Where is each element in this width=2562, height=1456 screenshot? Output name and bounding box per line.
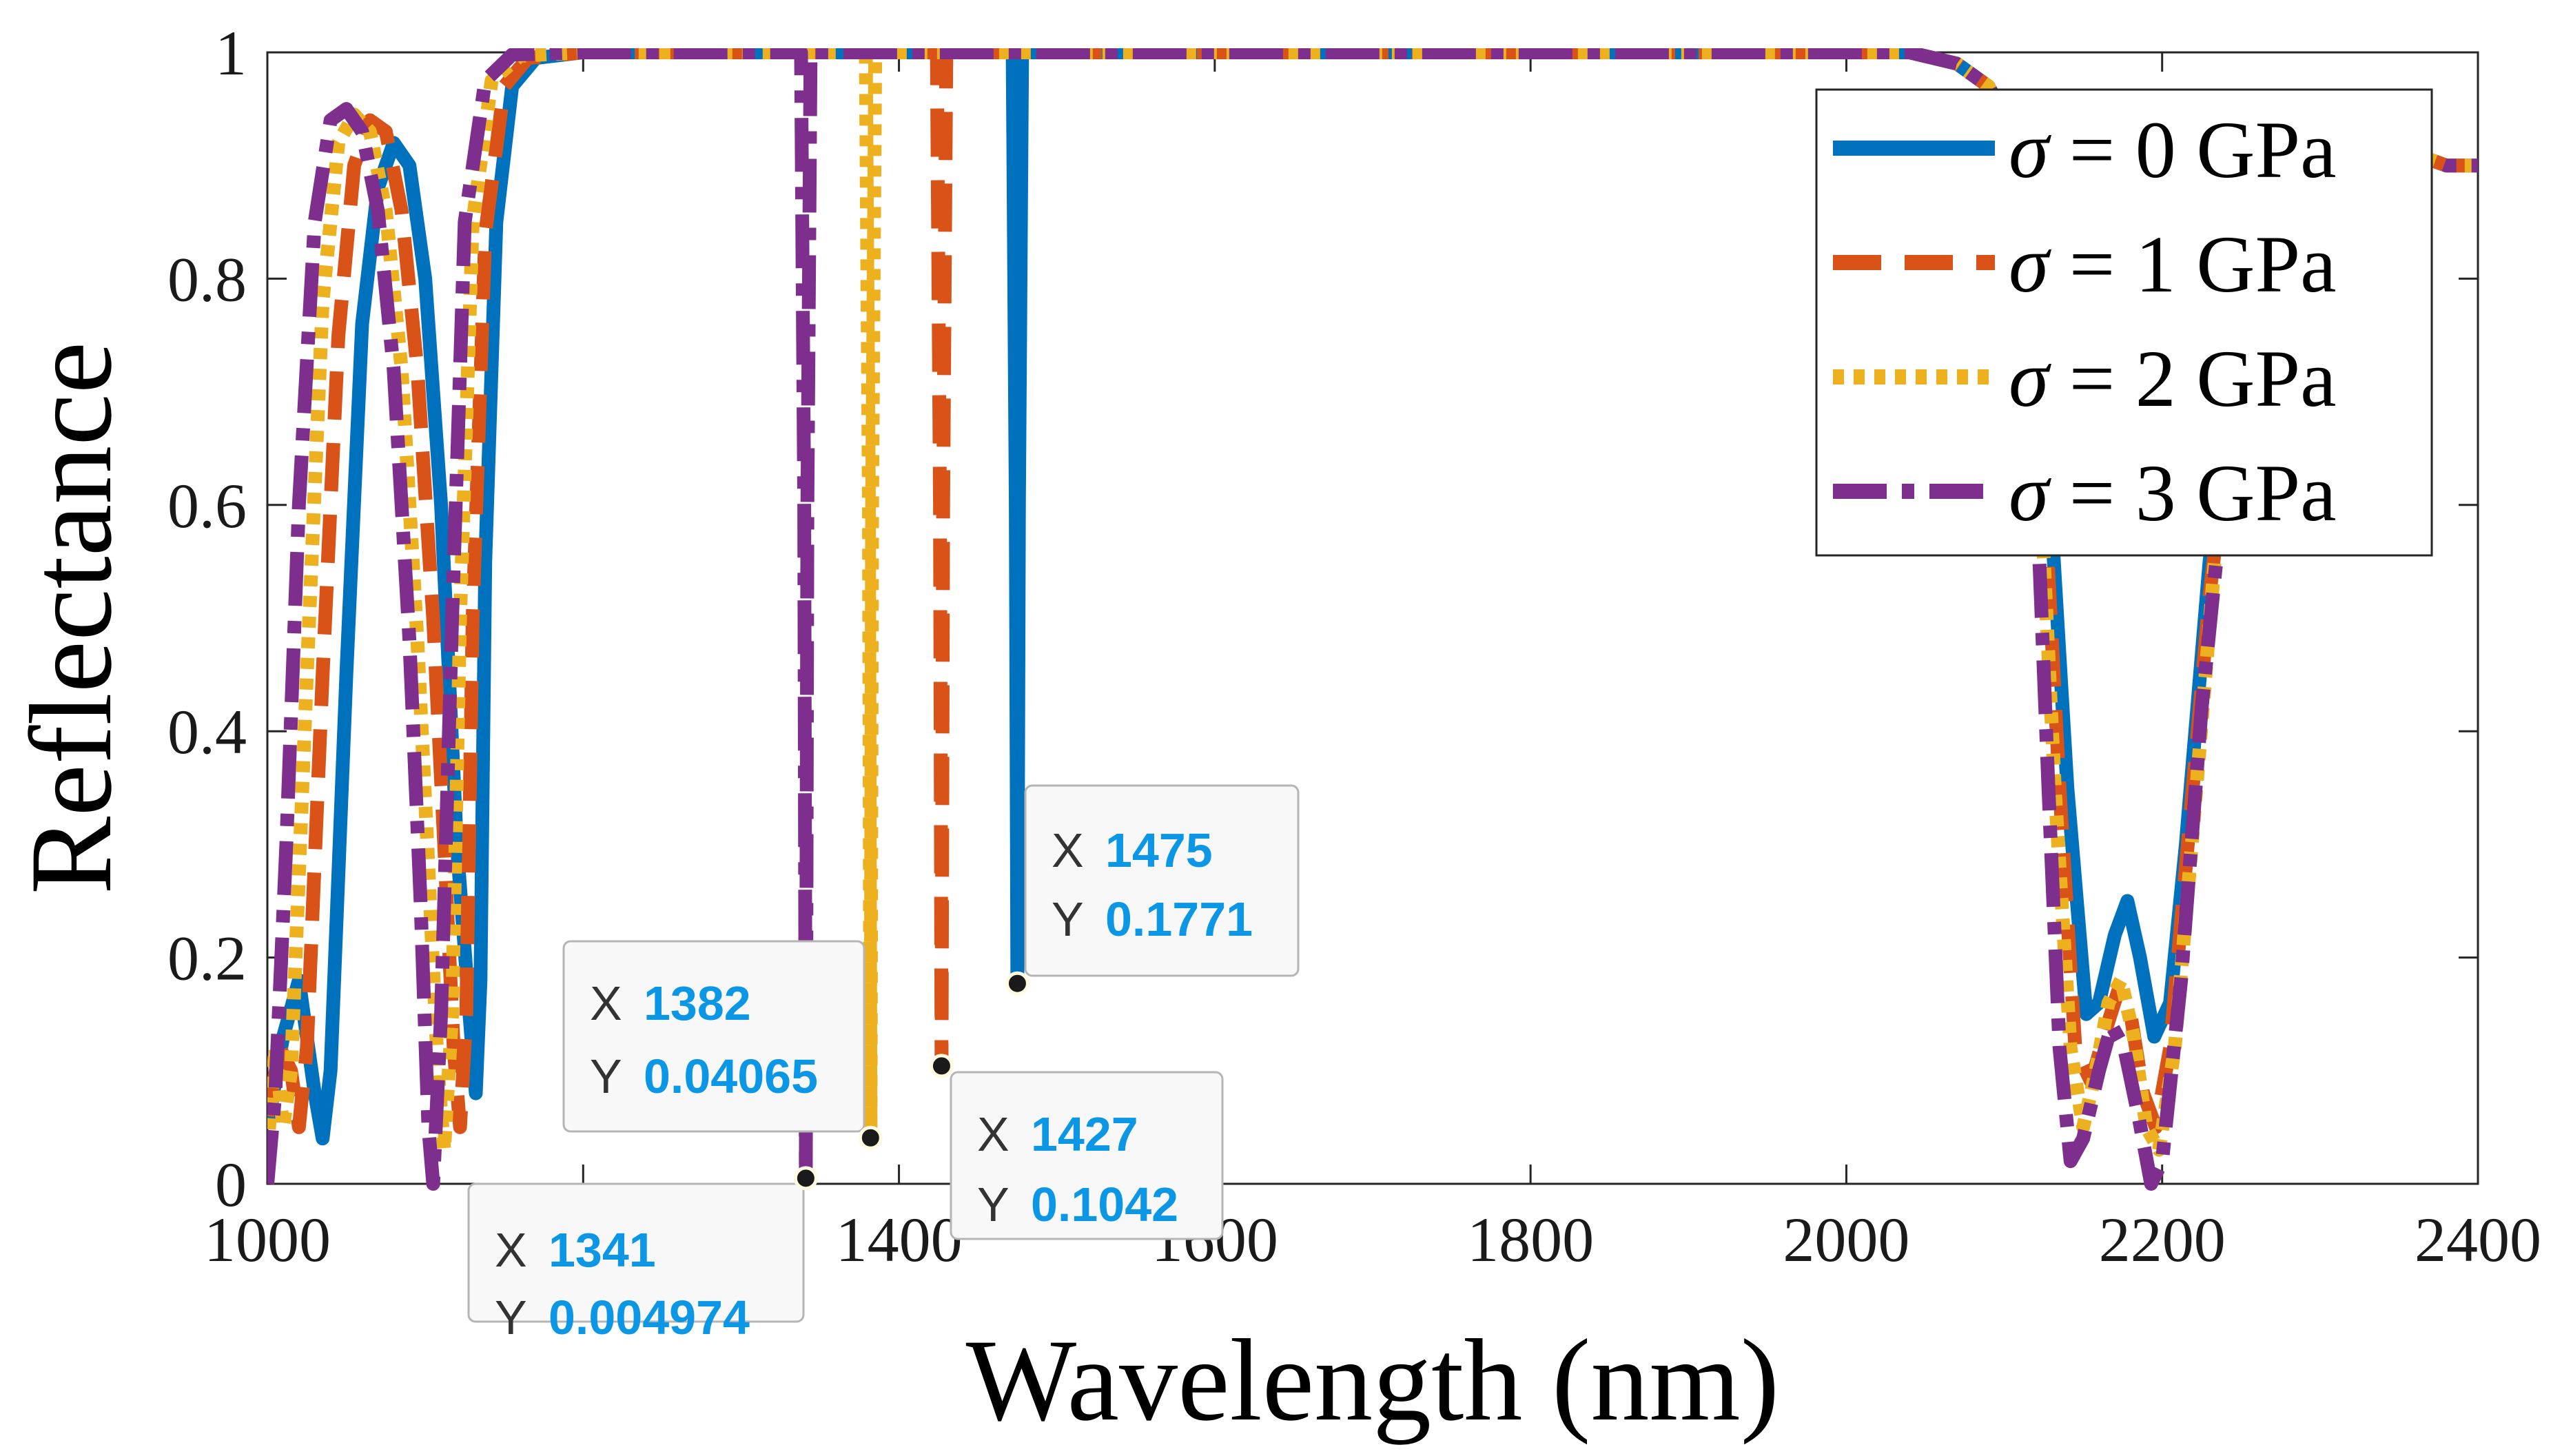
legend-label-0: σ = 0 GPa bbox=[2009, 105, 2336, 195]
y-tick-label: 0.2 bbox=[167, 923, 247, 994]
legend-sigma-2: σ bbox=[2009, 334, 2051, 424]
datatip-box bbox=[467, 1182, 805, 1323]
datatip-x-value: 1427 bbox=[1031, 1107, 1138, 1161]
datatip-x-key: X bbox=[1052, 823, 1084, 877]
plot-area bbox=[267, 48, 2478, 1191]
y-tick-label: 0.4 bbox=[167, 697, 247, 767]
datatip-box bbox=[1024, 784, 1300, 977]
datatip-x-key: X bbox=[495, 1223, 527, 1277]
datatip-1475[interactable]: X 1475 Y 0.1771 bbox=[1024, 784, 1300, 977]
datatip-x-value: 1475 bbox=[1105, 823, 1213, 877]
legend-sigma-3: σ bbox=[2009, 448, 2051, 538]
x-axis-title: Wavelength (nm) bbox=[966, 1315, 1780, 1445]
datatip-y-value: 0.04065 bbox=[644, 1049, 818, 1103]
x-tick-label: 2000 bbox=[1783, 1204, 1909, 1275]
datatip-y-value: 0.1042 bbox=[1031, 1178, 1178, 1231]
legend-value-0: = 0 GPa bbox=[2049, 105, 2336, 195]
x-tick-label: 1000 bbox=[204, 1204, 331, 1275]
datatip-1382[interactable]: X 1382 Y 0.04065 bbox=[562, 940, 865, 1133]
x-tick-label: 2200 bbox=[2099, 1204, 2226, 1275]
datatip-y-value: 0.1771 bbox=[1105, 892, 1253, 946]
legend-value-1: = 1 GPa bbox=[2049, 219, 2336, 309]
x-tick-label: 2400 bbox=[2415, 1204, 2541, 1275]
datatip-box bbox=[562, 940, 865, 1133]
datatip-marker-1[interactable] bbox=[858, 1125, 883, 1150]
legend-value-3: = 3 GPa bbox=[2049, 448, 2336, 538]
y-tick-label: 1 bbox=[215, 18, 247, 88]
datatip-box bbox=[950, 1071, 1224, 1240]
datatip-x-value: 1341 bbox=[549, 1223, 656, 1277]
legend-sigma-0: σ bbox=[2009, 105, 2051, 195]
datatip-x-value: 1382 bbox=[644, 976, 751, 1030]
datatip-y-key: Y bbox=[590, 1049, 622, 1103]
legend: σ = 0 GPa σ = 1 GPa σ = 2 GPa σ = 3 GPa bbox=[1815, 88, 2433, 557]
y-tick-label: 0.8 bbox=[167, 244, 247, 314]
datatip-marker-3[interactable] bbox=[1005, 971, 1029, 996]
datatip-markers bbox=[793, 971, 1029, 1191]
x-tick-label: 1400 bbox=[836, 1204, 963, 1275]
y-tick-label: 0.6 bbox=[167, 471, 247, 541]
series-line-3 bbox=[267, 48, 2478, 1191]
datatip-y-key: Y bbox=[977, 1178, 1010, 1231]
datatips: X 1341 Y 0.004974 X 1382 Y 0.04065 X 142… bbox=[467, 784, 1300, 1344]
legend-label-1: σ = 1 GPa bbox=[2009, 219, 2336, 309]
y-tick-label: 0 bbox=[215, 1149, 247, 1220]
legend-value-2: = 2 GPa bbox=[2049, 334, 2336, 424]
series-group bbox=[267, 48, 2478, 1191]
datatip-y-key: Y bbox=[1052, 892, 1084, 946]
legend-box bbox=[1815, 88, 2433, 557]
datatip-y-key: Y bbox=[495, 1291, 527, 1344]
datatip-x-key: X bbox=[977, 1107, 1010, 1161]
datatip-marker-2[interactable] bbox=[929, 1054, 954, 1078]
x-tick-label: 1800 bbox=[1467, 1204, 1594, 1275]
datatip-y-value: 0.004974 bbox=[549, 1291, 750, 1344]
legend-label-2: σ = 2 GPa bbox=[2009, 334, 2336, 424]
y-axis-title: Reflectance bbox=[6, 342, 136, 894]
datatip-1341[interactable]: X 1341 Y 0.004974 bbox=[467, 1182, 805, 1344]
datatip-marker-0[interactable] bbox=[793, 1166, 818, 1191]
datatip-1427[interactable]: X 1427 Y 0.1042 bbox=[950, 1071, 1224, 1240]
legend-label-3: σ = 3 GPa bbox=[2009, 448, 2336, 538]
legend-sigma-1: σ bbox=[2009, 219, 2051, 309]
datatip-x-key: X bbox=[590, 976, 622, 1030]
